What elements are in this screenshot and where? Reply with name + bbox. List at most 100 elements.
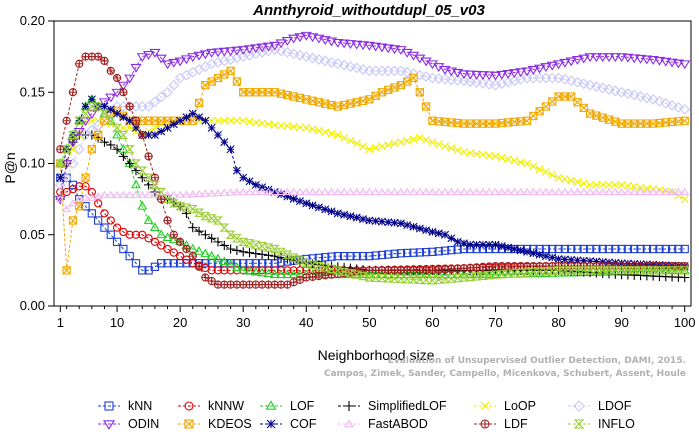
data-point bbox=[610, 266, 621, 275]
data-point bbox=[578, 78, 590, 90]
data-point bbox=[276, 269, 286, 279]
data-point bbox=[220, 116, 229, 125]
data-point bbox=[516, 158, 525, 167]
data-point bbox=[635, 187, 646, 196]
data-point bbox=[99, 190, 110, 198]
data-point bbox=[62, 266, 71, 275]
data-point bbox=[182, 245, 191, 253]
data-point bbox=[87, 209, 96, 218]
data-point bbox=[446, 274, 457, 283]
x-tick-label: 60 bbox=[425, 315, 439, 330]
data-point bbox=[604, 187, 614, 196]
series-inflo bbox=[55, 102, 690, 285]
data-point bbox=[673, 266, 684, 275]
data-point bbox=[597, 53, 609, 63]
data-point bbox=[282, 254, 292, 264]
data-point bbox=[87, 187, 96, 197]
data-point bbox=[509, 269, 520, 278]
data-point bbox=[648, 187, 658, 196]
data-point bbox=[332, 266, 343, 275]
data-point bbox=[402, 187, 412, 196]
data-point bbox=[231, 262, 242, 271]
y-tick-label: 0.00 bbox=[20, 298, 45, 313]
data-point bbox=[213, 237, 223, 247]
data-point bbox=[256, 43, 268, 53]
data-point bbox=[313, 54, 325, 65]
data-point bbox=[598, 180, 607, 189]
data-point bbox=[661, 187, 671, 196]
data-point bbox=[453, 237, 462, 246]
data-point bbox=[225, 230, 236, 239]
data-point bbox=[560, 175, 569, 184]
data-point bbox=[617, 187, 627, 196]
data-point bbox=[308, 96, 317, 105]
data-point bbox=[351, 270, 362, 279]
legend-item-ldof: LDOF bbox=[568, 399, 632, 413]
data-point bbox=[81, 102, 90, 111]
data-point bbox=[219, 256, 230, 266]
data-point bbox=[541, 187, 551, 196]
data-point bbox=[642, 187, 652, 196]
data-point bbox=[358, 251, 368, 261]
data-point bbox=[567, 176, 576, 185]
data-point bbox=[81, 202, 90, 211]
data-point bbox=[282, 269, 293, 279]
data-point bbox=[106, 105, 115, 114]
x-axis-label: Neighborhood size bbox=[318, 347, 435, 363]
data-point bbox=[277, 121, 286, 130]
data-point bbox=[377, 142, 386, 151]
data-point bbox=[143, 215, 154, 224]
data-point bbox=[352, 187, 362, 196]
data-point bbox=[175, 251, 185, 261]
data-point bbox=[604, 266, 614, 275]
data-point bbox=[396, 187, 406, 196]
data-point bbox=[163, 259, 172, 268]
data-point bbox=[510, 245, 519, 253]
data-point bbox=[598, 244, 607, 254]
data-point bbox=[365, 216, 374, 225]
data-point bbox=[174, 72, 186, 84]
data-point bbox=[219, 240, 229, 251]
data-point bbox=[597, 266, 608, 275]
data-point bbox=[497, 242, 506, 251]
data-point bbox=[554, 173, 563, 182]
data-point bbox=[263, 268, 274, 278]
data-point bbox=[145, 152, 153, 160]
series-kdeos bbox=[56, 66, 689, 275]
data-point bbox=[535, 165, 544, 174]
data-point bbox=[503, 269, 514, 278]
data-point bbox=[131, 190, 141, 198]
legend-item-simplifiedlof: SimplifiedLOF bbox=[338, 399, 447, 413]
data-point bbox=[289, 92, 298, 101]
data-point bbox=[591, 81, 602, 92]
data-point bbox=[560, 92, 570, 101]
data-point bbox=[389, 187, 400, 196]
data-point bbox=[573, 419, 585, 429]
data-point bbox=[390, 249, 399, 258]
data-point bbox=[395, 65, 407, 77]
data-point bbox=[352, 213, 361, 222]
data-point bbox=[263, 250, 274, 260]
data-point bbox=[673, 187, 683, 196]
legend-label: INFLO bbox=[598, 417, 635, 431]
data-point bbox=[592, 180, 601, 189]
data-point bbox=[119, 113, 128, 122]
data-point bbox=[548, 170, 557, 179]
data-point bbox=[534, 267, 545, 276]
data-point bbox=[605, 180, 613, 189]
data-point bbox=[484, 271, 495, 280]
data-point bbox=[578, 266, 589, 275]
data-point bbox=[523, 159, 532, 168]
data-point bbox=[188, 109, 197, 118]
data-point bbox=[194, 208, 204, 217]
y-axis: 0.00 0.05 0.10 0.15 0.20 bbox=[20, 13, 54, 313]
data-point bbox=[396, 219, 405, 228]
data-point bbox=[661, 244, 670, 254]
data-point bbox=[515, 68, 527, 78]
data-point bbox=[573, 244, 582, 254]
data-point bbox=[515, 268, 526, 278]
data-point bbox=[244, 248, 255, 258]
data-point bbox=[269, 269, 280, 279]
data-point bbox=[384, 218, 393, 227]
data-point bbox=[617, 119, 626, 128]
